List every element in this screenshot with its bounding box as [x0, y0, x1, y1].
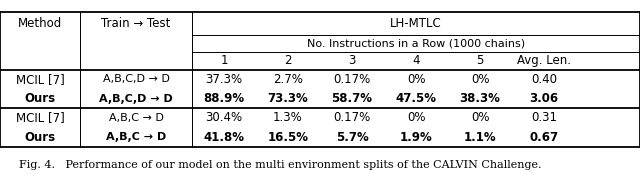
Text: Train → Test: Train → Test [101, 17, 171, 30]
Text: 41.8%: 41.8% [204, 131, 244, 144]
Text: Ours: Ours [24, 131, 56, 144]
Text: 47.5%: 47.5% [396, 92, 436, 105]
Text: Avg. Len.: Avg. Len. [517, 54, 571, 67]
Text: 0%: 0% [471, 111, 489, 124]
Text: 2.7%: 2.7% [273, 73, 303, 86]
Text: 0%: 0% [407, 111, 425, 124]
Text: 73.3%: 73.3% [268, 92, 308, 105]
Text: 2: 2 [284, 54, 292, 67]
Text: 0%: 0% [471, 73, 489, 86]
Text: A,B,C,D → D: A,B,C,D → D [102, 74, 170, 84]
Text: A,B,C → D: A,B,C → D [109, 113, 163, 123]
Text: MCIL [7]: MCIL [7] [15, 73, 65, 86]
Text: 0.31: 0.31 [531, 111, 557, 124]
Text: 3: 3 [348, 54, 356, 67]
Text: 5.7%: 5.7% [335, 131, 369, 144]
Text: 1: 1 [220, 54, 228, 67]
Text: 30.4%: 30.4% [205, 111, 243, 124]
Text: 1.9%: 1.9% [399, 131, 433, 144]
Text: 3.06: 3.06 [529, 92, 559, 105]
Text: Method: Method [18, 17, 62, 30]
Text: 1.3%: 1.3% [273, 111, 303, 124]
Text: 0.17%: 0.17% [333, 73, 371, 86]
Text: 58.7%: 58.7% [332, 92, 372, 105]
Text: 0.17%: 0.17% [333, 111, 371, 124]
Text: 38.3%: 38.3% [460, 92, 500, 105]
Text: LH-MTLC: LH-MTLC [390, 17, 442, 30]
Text: 37.3%: 37.3% [205, 73, 243, 86]
Text: 4: 4 [412, 54, 420, 67]
Text: No. Instructions in a Row (1000 chains): No. Instructions in a Row (1000 chains) [307, 39, 525, 49]
Text: A,B,C,D → D: A,B,C,D → D [99, 94, 173, 104]
Text: A,B,C → D: A,B,C → D [106, 132, 166, 142]
Text: 0%: 0% [407, 73, 425, 86]
Text: Ours: Ours [24, 92, 56, 105]
Text: 88.9%: 88.9% [204, 92, 244, 105]
Text: MCIL [7]: MCIL [7] [15, 111, 65, 124]
Text: 16.5%: 16.5% [268, 131, 308, 144]
Text: 0.40: 0.40 [531, 73, 557, 86]
Text: 5: 5 [476, 54, 484, 67]
Text: Fig. 4.   Performance of our model on the multi environment splits of the CALVIN: Fig. 4. Performance of our model on the … [19, 159, 541, 170]
Text: 1.1%: 1.1% [464, 131, 496, 144]
Text: 0.67: 0.67 [529, 131, 559, 144]
